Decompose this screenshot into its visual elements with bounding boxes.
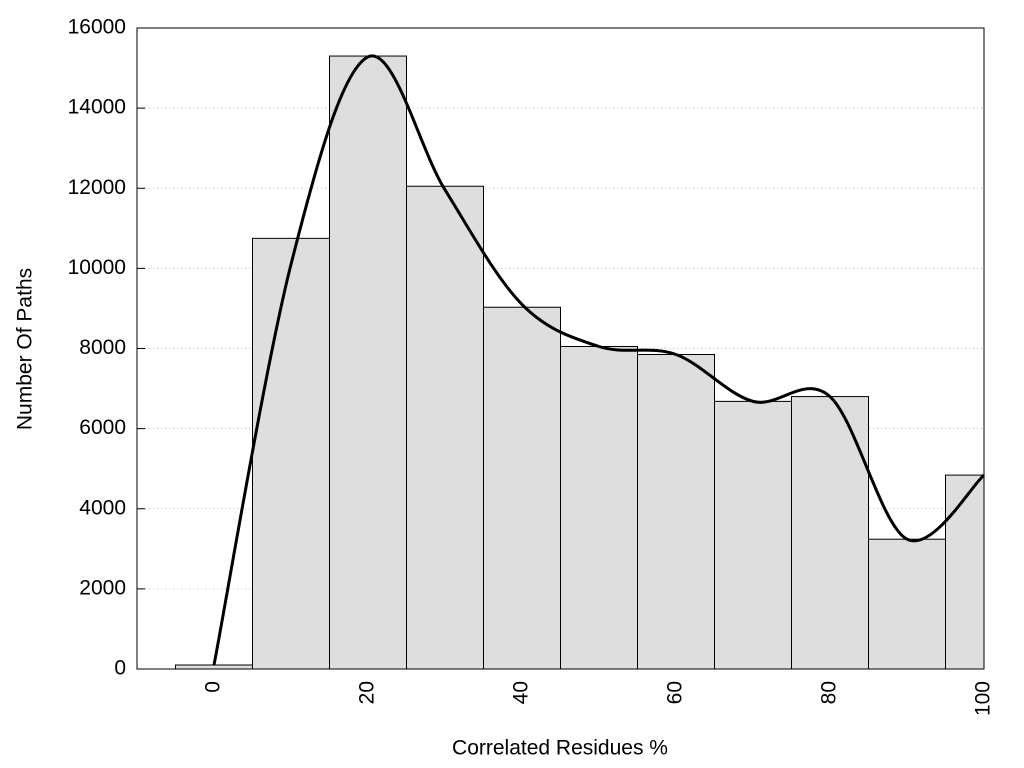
y-tick-label: 0: [114, 657, 126, 680]
bar: [868, 538, 946, 670]
y-tick-label: 12000: [68, 176, 126, 199]
y-tick-label: 4000: [79, 496, 126, 519]
y-tick-label: 8000: [79, 336, 126, 359]
bar: [560, 345, 638, 670]
bar: [791, 396, 869, 670]
x-tick-label: 100: [972, 681, 995, 716]
y-axis-label: Number Of Paths: [14, 268, 37, 430]
x-tick-label: 40: [510, 681, 533, 704]
x-tick-label: 60: [664, 681, 687, 704]
y-tick-label: 2000: [79, 576, 126, 599]
x-tick-label: 20: [356, 681, 379, 704]
bar: [637, 354, 715, 670]
x-tick-label: 0: [202, 681, 225, 693]
smooth-curve: [212, 54, 986, 666]
y-tick-label: 14000: [68, 96, 126, 119]
y-tick-label: 6000: [79, 416, 126, 439]
bar: [175, 664, 253, 670]
x-axis-label: Correlated Residues %: [452, 737, 668, 760]
bar: [945, 474, 985, 670]
bar: [714, 400, 792, 670]
bar: [252, 237, 330, 670]
y-tick-label: 16000: [68, 16, 126, 39]
bar: [406, 185, 484, 670]
bar: [483, 306, 561, 670]
plot-frame: [136, 27, 985, 670]
x-tick-label: 80: [818, 681, 841, 704]
bar: [329, 55, 407, 670]
y-tick-label: 10000: [68, 256, 126, 279]
